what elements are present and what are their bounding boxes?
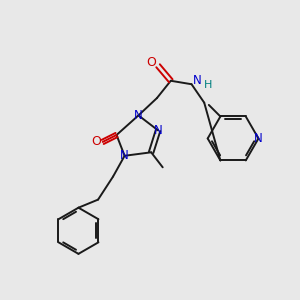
Text: N: N — [120, 149, 129, 162]
Text: N: N — [193, 74, 202, 87]
Text: O: O — [146, 56, 156, 69]
Text: N: N — [154, 124, 163, 137]
Text: N: N — [254, 132, 263, 145]
Text: N: N — [134, 109, 143, 122]
Text: H: H — [203, 80, 212, 90]
Text: O: O — [91, 135, 101, 148]
